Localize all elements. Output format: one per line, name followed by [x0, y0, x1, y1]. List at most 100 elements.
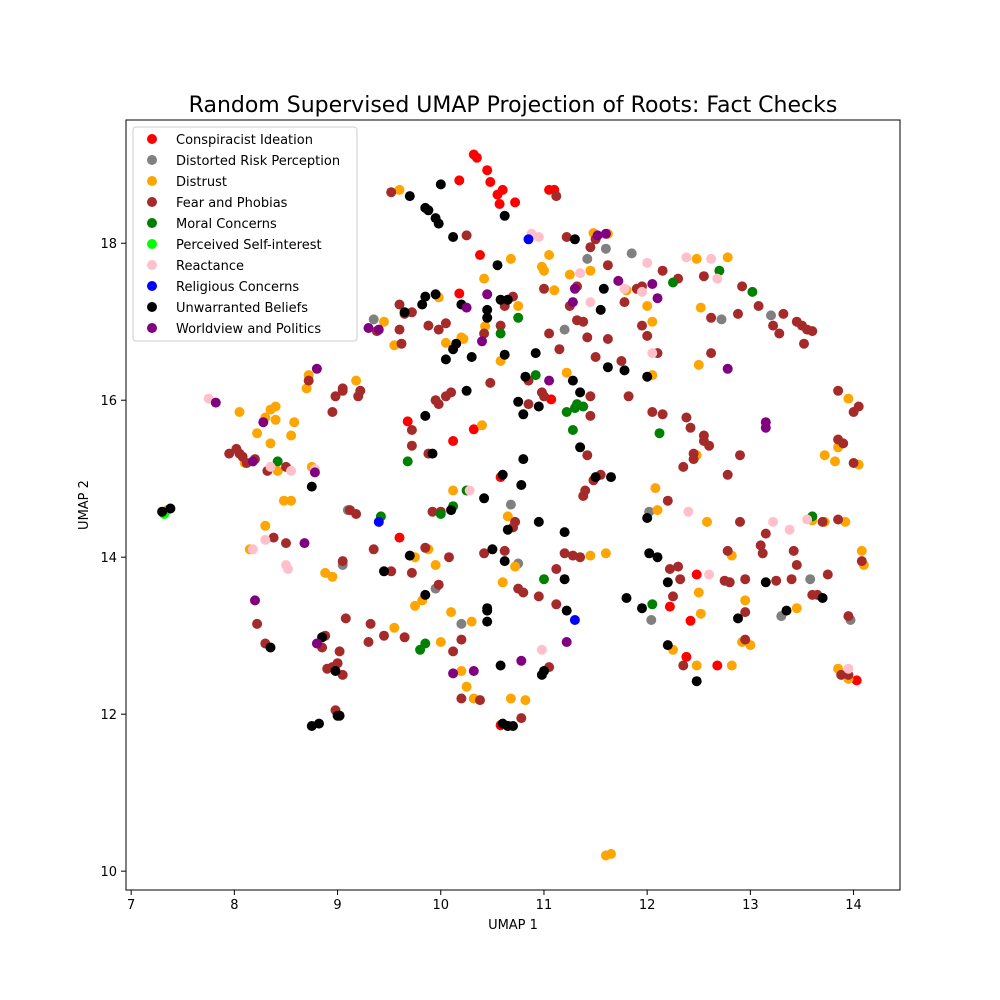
data-point — [433, 324, 444, 335]
chart-title: Random Supervised UMAP Projection of Roo… — [189, 93, 838, 118]
data-point — [559, 548, 570, 559]
data-point — [289, 417, 300, 428]
data-point — [499, 556, 510, 567]
data-point — [268, 532, 279, 543]
data-point — [853, 401, 864, 412]
data-point — [551, 564, 562, 574]
data-point — [399, 307, 410, 318]
data-point — [561, 232, 572, 242]
x-tick-label: 11 — [536, 898, 553, 913]
data-point — [495, 328, 506, 339]
data-point — [585, 297, 596, 308]
data-point — [602, 334, 613, 344]
data-point — [250, 595, 260, 606]
data-point — [567, 425, 578, 435]
data-point — [712, 273, 723, 284]
data-point — [582, 253, 593, 264]
data-point — [505, 693, 516, 704]
data-point — [657, 409, 668, 420]
data-point — [430, 395, 441, 406]
data-point — [286, 430, 297, 441]
data-point — [530, 370, 541, 381]
data-point — [595, 304, 606, 315]
data-point — [613, 275, 624, 286]
data-point — [733, 308, 743, 319]
data-point — [851, 675, 862, 686]
data-point — [817, 516, 828, 527]
data-point — [662, 577, 673, 588]
data-point — [760, 577, 771, 588]
data-point — [590, 472, 601, 483]
legend-label: Religious Concerns — [176, 280, 299, 295]
plot-area — [125, 119, 901, 891]
data-point — [693, 359, 704, 370]
data-point — [681, 252, 692, 263]
data-point — [626, 248, 637, 259]
data-point — [420, 410, 431, 421]
data-point — [334, 646, 345, 657]
data-point — [365, 618, 376, 629]
data-point — [760, 528, 771, 539]
legend-label: Perceived Self-interest — [176, 238, 322, 253]
data-point — [485, 177, 496, 187]
data-point — [678, 461, 689, 472]
legend-marker — [147, 218, 157, 228]
data-point — [495, 660, 506, 671]
data-point — [781, 605, 792, 616]
data-point — [286, 495, 297, 506]
legend-label: Fear and Phobias — [176, 196, 288, 211]
data-point — [399, 632, 410, 643]
scatter-points — [157, 149, 869, 861]
data-point — [843, 393, 854, 404]
data-point — [461, 302, 472, 313]
data-point — [647, 599, 658, 610]
data-point — [386, 187, 397, 198]
data-point — [619, 283, 630, 294]
data-point — [389, 622, 400, 633]
data-point — [536, 644, 547, 655]
y-tick-label: 12 — [100, 708, 117, 723]
data-point — [544, 375, 555, 386]
data-point — [569, 283, 580, 294]
data-point — [569, 615, 580, 625]
data-point — [394, 324, 405, 335]
data-point — [722, 252, 733, 263]
data-point — [458, 334, 469, 344]
data-point — [479, 328, 490, 339]
data-point — [585, 242, 596, 253]
data-point — [791, 603, 802, 614]
data-point — [468, 424, 479, 435]
x-tick-label: 13 — [742, 898, 759, 913]
legend-label: Worldview and Politics — [176, 322, 321, 337]
data-point — [704, 569, 715, 580]
data-point — [544, 328, 555, 339]
data-point — [363, 637, 374, 647]
data-point — [420, 589, 431, 600]
data-point — [482, 165, 493, 176]
data-point — [516, 480, 527, 490]
data-point — [642, 513, 653, 523]
data-point — [495, 320, 506, 331]
data-point — [606, 848, 616, 859]
data-point — [461, 385, 472, 396]
data-point — [652, 552, 663, 563]
data-point — [224, 448, 235, 459]
data-point — [642, 301, 653, 311]
data-point — [508, 721, 518, 731]
data-point — [497, 577, 508, 588]
data-point — [417, 299, 428, 310]
data-point — [706, 348, 717, 359]
data-point — [768, 320, 779, 331]
data-point — [303, 375, 314, 386]
data-point — [523, 399, 534, 410]
data-point — [830, 456, 840, 467]
data-point — [784, 524, 795, 535]
data-point — [735, 450, 745, 461]
data-point — [652, 505, 663, 516]
data-point — [619, 365, 630, 376]
legend-marker — [147, 281, 157, 291]
data-point — [822, 569, 833, 580]
data-point — [544, 250, 555, 260]
data-point — [456, 634, 467, 645]
data-point — [270, 401, 281, 412]
